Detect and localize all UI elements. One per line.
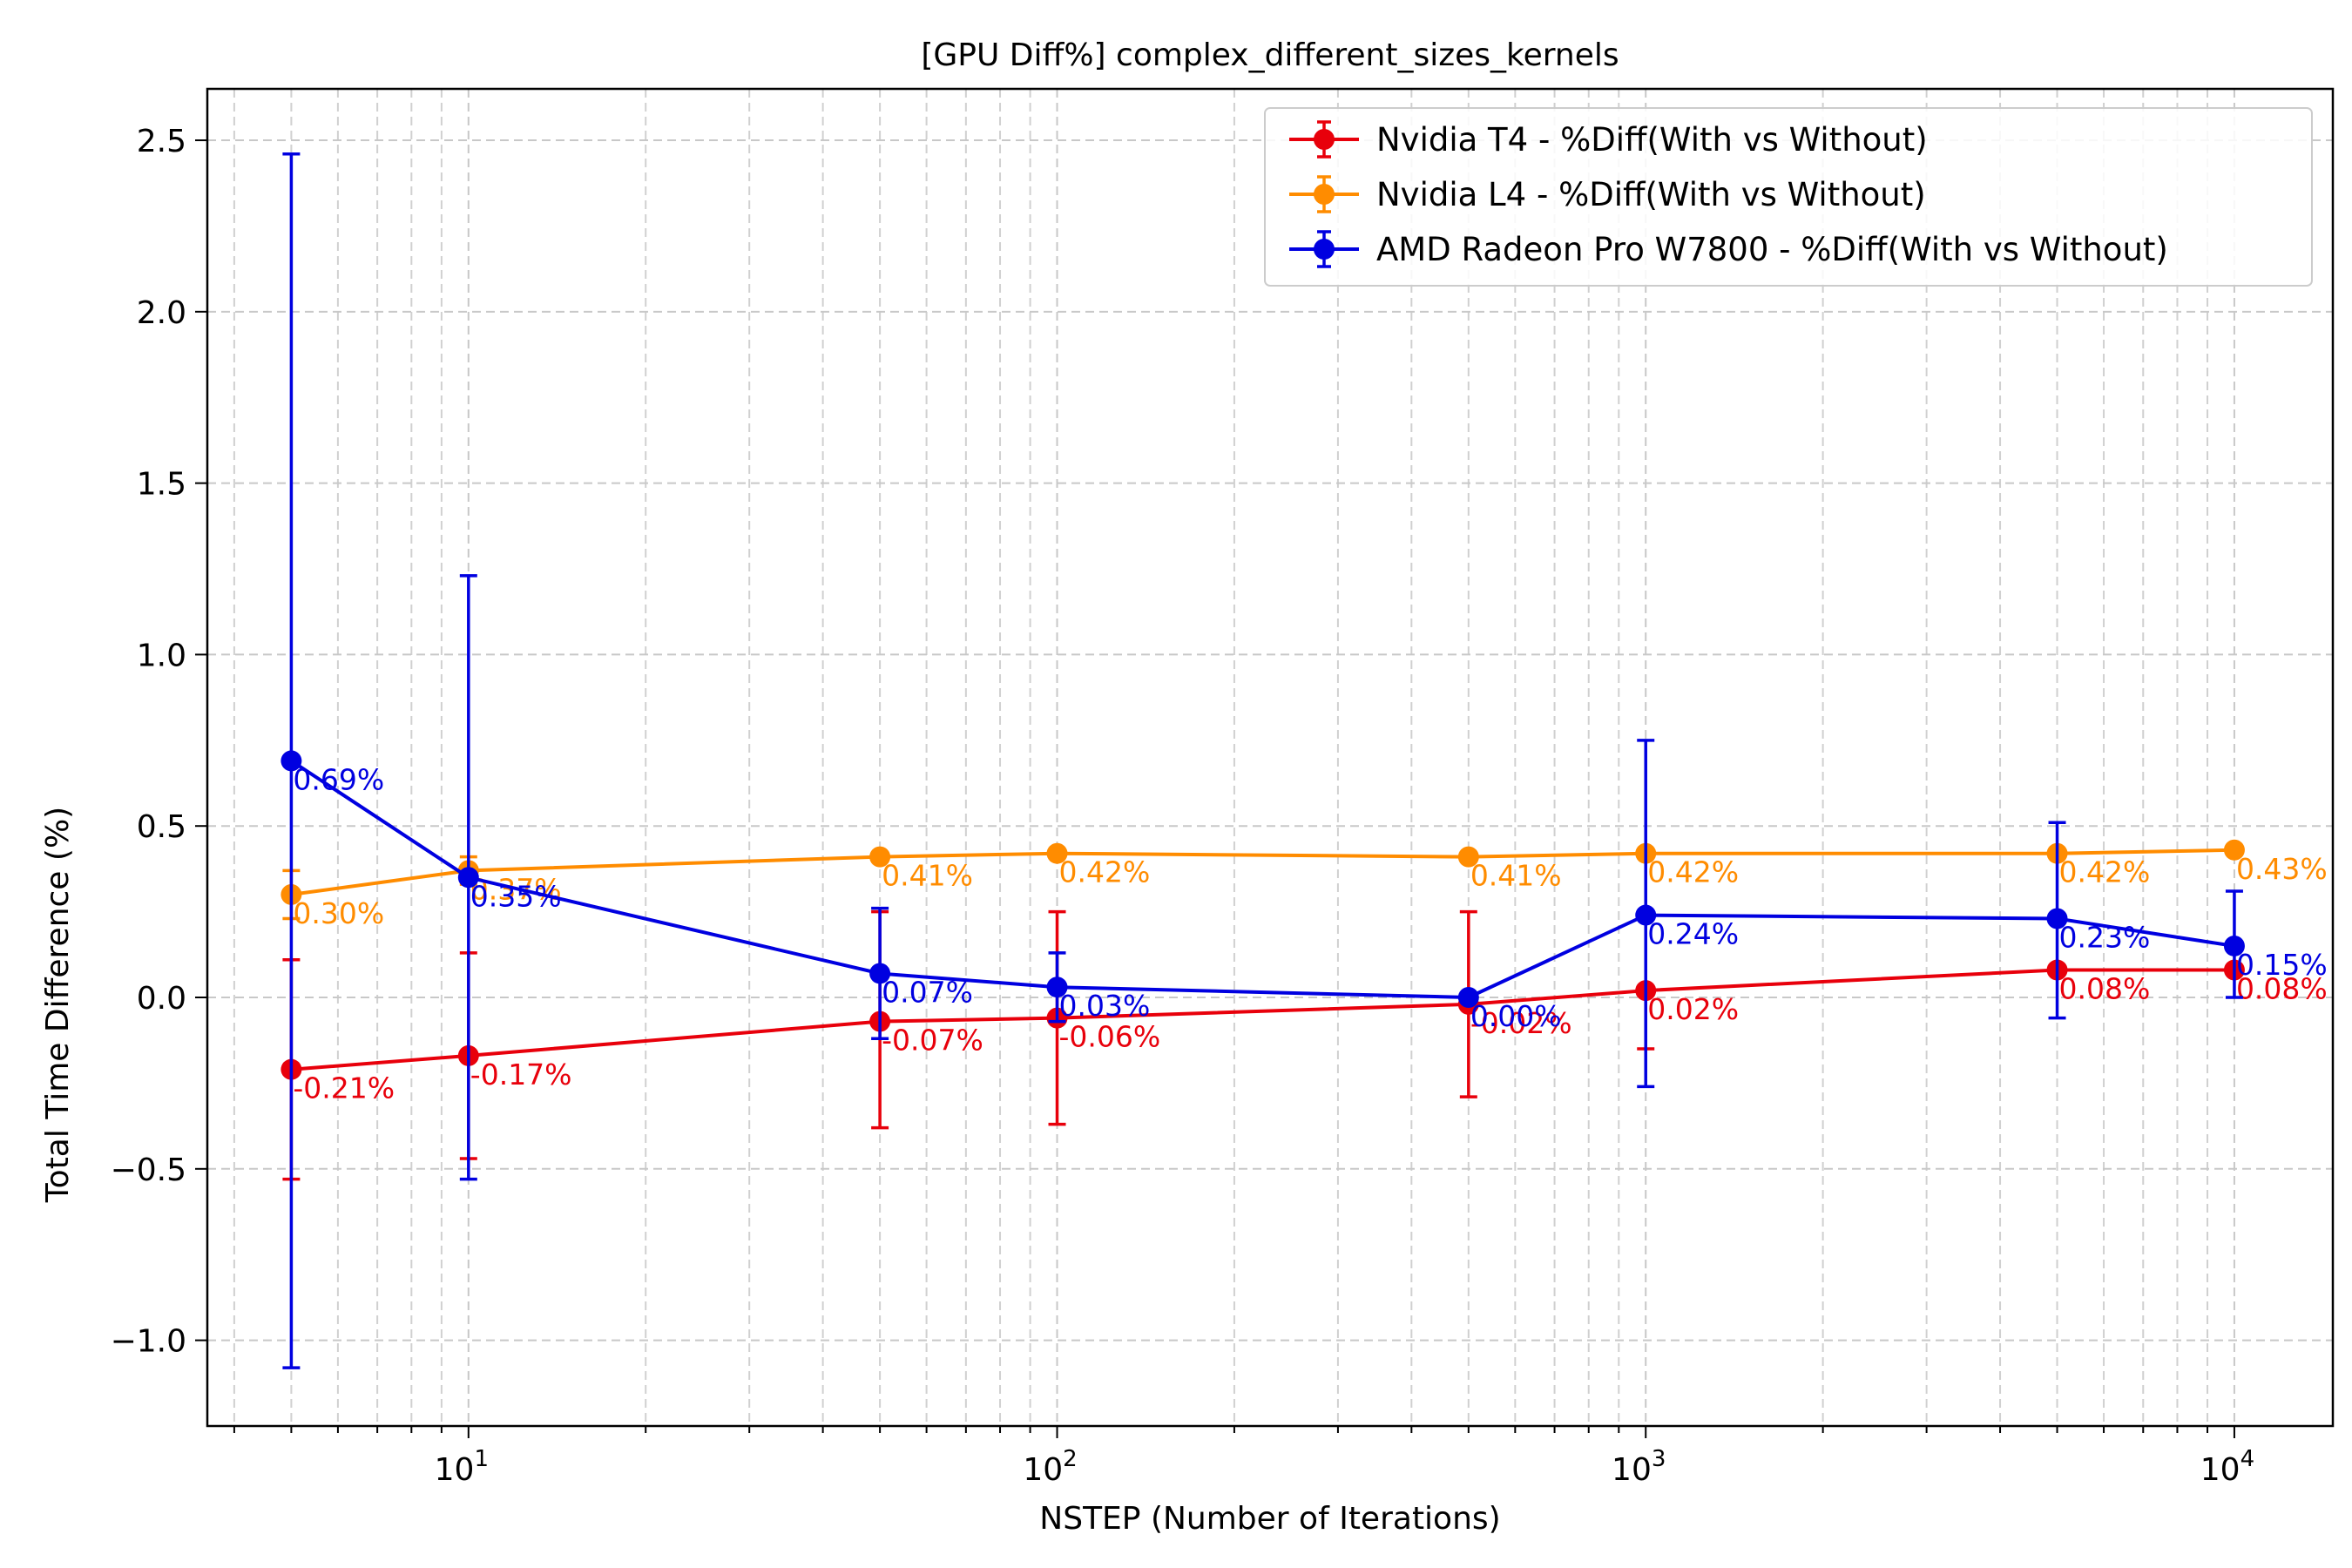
x-tick-label: 101 [435, 1446, 489, 1488]
data-point [1046, 977, 1068, 998]
data-point [869, 963, 891, 984]
data-point [2223, 839, 2245, 861]
data-label: 0.08% [2059, 972, 2151, 1006]
x-tick-label: 103 [1612, 1446, 1666, 1488]
chart-title: [GPU Diff%] complex_different_sizes_kern… [921, 37, 1619, 73]
data-label: 0.07% [882, 975, 973, 1009]
data-point [280, 750, 302, 772]
data-label: 0.69% [293, 762, 384, 796]
y-tick-label: 0.0 [137, 981, 186, 1017]
legend-item: Nvidia L4 - %Diff(With vs Without) [1289, 175, 1926, 213]
data-label: 0.15% [2236, 948, 2328, 982]
legend-label: Nvidia T4 - %Diff(With vs Without) [1376, 121, 1928, 159]
data-point [457, 867, 479, 889]
data-label: 0.41% [882, 859, 973, 893]
series-layer: -0.21% -0.17% -0.07% -0.06% -0.02% 0.02% 0.08%… [280, 152, 2328, 1369]
legend-swatch-marker [1314, 239, 1335, 260]
x-tick-exponent: 2 [1063, 1446, 1078, 1472]
data-label: 0.35% [470, 879, 562, 913]
x-tick-base: 10 [1612, 1452, 1652, 1488]
x-tick-label: 102 [1023, 1446, 1077, 1488]
x-tick-base: 10 [435, 1452, 475, 1488]
legend-item: Nvidia T4 - %Diff(With vs Without) [1289, 120, 1928, 159]
legend-box [1264, 107, 2313, 287]
data-label: 0.02% [1647, 992, 1739, 1026]
plot-frame [206, 87, 2335, 1428]
series-2: 0.69% 0.35% 0.07% 0.03% 0.00% 0.24% 0.23% 0.15% [280, 152, 2328, 1369]
data-label: -0.07% [882, 1024, 983, 1058]
data-point [1046, 842, 1068, 864]
data-point [1635, 904, 1657, 926]
data-label: 0.42% [2059, 855, 2151, 889]
series-line [291, 968, 2234, 1071]
y-tick-label: 1.5 [137, 467, 186, 503]
data-point [2223, 935, 2245, 956]
x-tick-exponent: 3 [1652, 1446, 1666, 1472]
y-tick-label: 0.5 [137, 809, 186, 845]
x-tick-base: 10 [2200, 1452, 2240, 1488]
legend-swatch-marker [1314, 184, 1335, 205]
data-label: 0.24% [1647, 917, 1739, 951]
data-label: 0.42% [1647, 855, 1739, 889]
data-label: 0.00% [1470, 999, 1562, 1033]
legend-label: Nvidia L4 - %Diff(With vs Without) [1376, 176, 1926, 213]
grid-layer [207, 89, 2333, 1426]
y-axis-label: Total Time Difference (%) [40, 807, 76, 1203]
data-label: 0.23% [2059, 920, 2151, 954]
data-label: -0.02% [1470, 1006, 1572, 1040]
data-label: -0.17% [470, 1058, 572, 1092]
data-point [2046, 908, 2068, 929]
x-tick-exponent: 1 [474, 1446, 489, 1472]
y-tick-label: −1.0 [111, 1324, 186, 1360]
legend: Nvidia T4 - %Diff(With vs Without) Nvidia… [1264, 107, 2313, 287]
data-point [869, 846, 891, 868]
legend-item: AMD Radeon Pro W7800 - %Diff(With vs Wit… [1289, 230, 2168, 268]
data-label: -0.21% [293, 1071, 395, 1105]
series-line [291, 848, 2234, 896]
x-tick-exponent: 4 [2240, 1446, 2255, 1472]
data-point [1457, 987, 1479, 1009]
data-label: 0.42% [1059, 855, 1151, 889]
data-label: 0.30% [293, 896, 384, 930]
series-line [290, 759, 2235, 1000]
legend-label: AMD Radeon Pro W7800 - %Diff(With vs Wit… [1376, 231, 2168, 268]
data-label: 0.43% [2236, 852, 2328, 886]
y-tick-label: 1.0 [137, 638, 186, 673]
data-point [1457, 846, 1479, 868]
x-axis-label: NSTEP (Number of Iterations) [1039, 1501, 1500, 1537]
data-label: 0.08% [2236, 972, 2328, 1006]
legend-swatch-marker [1314, 129, 1335, 150]
y-tick-label: 2.5 [137, 124, 186, 159]
data-label: -0.06% [1059, 1020, 1161, 1054]
y-tick-label: 2.0 [137, 295, 186, 331]
data-label: 0.41% [1470, 859, 1562, 893]
y-tick-label: −0.5 [111, 1152, 186, 1188]
x-tick-label: 104 [2200, 1446, 2254, 1488]
data-label: 0.03% [1059, 989, 1151, 1023]
x-tick-base: 10 [1023, 1452, 1063, 1488]
